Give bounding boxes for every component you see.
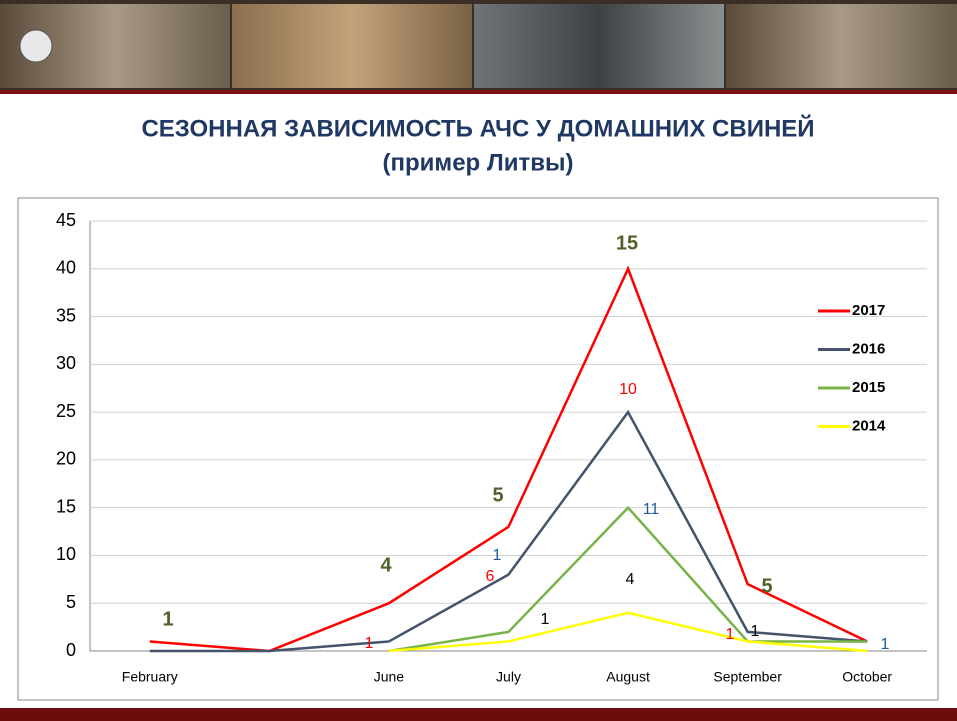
slide: СЕЗОННАЯ ЗАВИСИМОСТЬ АЧС У ДОМАШНИХ СВИН… [0, 0, 957, 721]
x-tick-label: June [374, 669, 405, 685]
annotation: 1 [365, 635, 374, 652]
y-tick-label: 45 [56, 210, 76, 230]
annotation: 11 [643, 501, 660, 518]
header-rule [0, 90, 957, 94]
x-tick-label: September [713, 669, 782, 685]
annotation: 15 [616, 232, 638, 254]
header-photo [474, 4, 724, 88]
y-tick-label: 5 [66, 592, 76, 612]
y-tick-label: 25 [56, 401, 76, 421]
annotation: 5 [492, 484, 503, 506]
legend-label: 2017 [852, 302, 885, 319]
y-tick-label: 40 [56, 258, 76, 278]
logo [20, 30, 52, 62]
annotation: 5 [761, 575, 772, 597]
annotation: 1 [162, 608, 173, 630]
legend-label: 2015 [852, 379, 885, 396]
legend-label: 2014 [852, 417, 886, 434]
header-photo [232, 4, 472, 88]
x-tick-label: February [122, 669, 178, 685]
annotation: 4 [626, 571, 635, 588]
annotation: 1 [493, 547, 502, 564]
y-tick-label: 15 [56, 496, 76, 516]
legend-label: 2016 [852, 340, 885, 357]
x-tick-label: August [606, 669, 650, 685]
y-tick-label: 30 [56, 353, 76, 373]
annotation: 6 [486, 568, 495, 585]
footer-bar [0, 708, 957, 721]
annotation: 1 [726, 626, 735, 643]
y-tick-label: 0 [66, 640, 76, 660]
annotation: 10 [619, 381, 637, 398]
chart-subtitle: (пример Литвы) [383, 149, 574, 176]
y-tick-label: 20 [56, 449, 76, 469]
y-tick-label: 10 [56, 544, 76, 564]
annotation: 1 [541, 611, 550, 628]
x-tick-label: July [496, 669, 521, 685]
header-photo [726, 4, 957, 88]
annotation: 1 [751, 623, 760, 640]
annotation: 4 [380, 554, 392, 576]
x-tick-label: October [842, 669, 892, 685]
annotation: 1 [881, 636, 890, 653]
page: СЕЗОННАЯ ЗАВИСИМОСТЬ АЧС У ДОМАШНИХ СВИН… [0, 0, 957, 721]
chart-frame [18, 198, 938, 700]
y-tick-label: 35 [56, 305, 76, 325]
chart-title: СЕЗОННАЯ ЗАВИСИМОСТЬ АЧС У ДОМАШНИХ СВИН… [141, 114, 814, 142]
